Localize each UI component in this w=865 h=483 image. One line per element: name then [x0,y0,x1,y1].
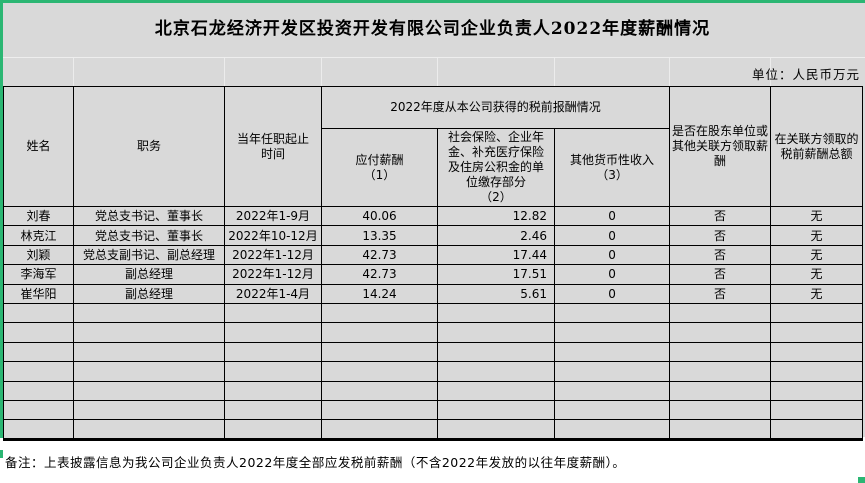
col-header-position: 职务 [73,86,225,207]
table-row: 林克江 党总支书记、董事长 2022年10-12月 13.35 2.46 0 否… [3,225,864,246]
cell-related-total: 无 [770,205,864,227]
cell-term: 2022年1-12月 [224,244,322,266]
cell-position: 党总支副书记、副总经理 [73,244,225,266]
salary-table: 姓名 职务 当年任职起止 时间 2022年度从本公司获得的税前报酬情况 是否在股… [3,86,864,441]
unit-label: 单位：人民币万元 [751,67,860,82]
empty-row [3,322,864,343]
cell-shareholder: 否 [669,225,772,246]
cell-insurance: 12.82 [437,205,555,227]
cell-payable: 14.24 [321,283,438,304]
cell-insurance: 5.61 [437,283,555,304]
col-header-name: 姓名 [3,86,74,207]
cell-term: 2022年10-12月 [224,225,322,246]
gridline-vertical [73,58,74,87]
cell-position: 党总支书记、董事长 [73,205,225,227]
cell-position: 副总经理 [73,283,225,304]
cell-payable: 40.06 [321,205,438,227]
gridline-vertical [224,58,225,87]
col-header-compensation-group: 2022年度从本公司获得的税前报酬情况 [320,86,671,129]
empty-row [3,380,864,401]
cell-other-income: 0 [553,264,671,285]
empty-row [3,302,864,324]
cell-shareholder: 否 [669,283,772,304]
gridline-vertical [321,58,322,87]
cell-position: 副总经理 [73,264,225,285]
col-header-related-total: 在关联方领取的税前薪酬总额 [770,86,864,207]
gridline-vertical [770,58,771,87]
cell-name: 刘春 [3,205,74,227]
col-header-insurance: 社会保险、企业年金、补充医疗保险及住房公积金的单位缴存部分 （2） [437,128,555,207]
empty-row [3,419,864,440]
table-row: 刘春 党总支书记、董事长 2022年1-9月 40.06 12.82 0 否 无 [3,205,864,227]
empty-row [3,361,864,382]
cell-related-total: 无 [770,283,864,304]
cell-payable: 42.73 [321,244,438,266]
col-header-shareholder-pay: 是否在股东单位或其他关联方领取薪酬 [669,86,772,207]
footnote: 备注：上表披露信息为我公司企业负责人2022年度全部应发税前薪酬（不含2022年… [5,455,626,470]
cell-related-total: 无 [770,264,864,285]
empty-row [3,341,864,363]
col-header-term: 当年任职起止 时间 [224,86,322,207]
capture-frame-left [0,0,3,438]
page-title: 北京石龙经济开发区投资开发有限公司企业负责人2022年度薪酬情况 [154,19,711,39]
cell-term: 2022年1-12月 [224,264,322,285]
cell-other-income: 0 [553,283,671,304]
capture-frame-corner-dot [858,477,865,483]
cell-related-total: 无 [770,244,864,266]
cell-position: 党总支书记、董事长 [73,225,225,246]
cell-insurance: 17.44 [437,244,555,266]
table-row: 刘颖 党总支副书记、副总经理 2022年1-12月 42.73 17.44 0 … [3,244,864,266]
cell-name: 刘颖 [3,244,74,266]
col-header-payable: 应付薪酬 （1） [321,128,438,207]
cell-other-income: 0 [553,244,671,266]
capture-frame-top [0,0,865,3]
cell-other-income: 0 [553,225,671,246]
empty-row [3,399,864,421]
cell-term: 2022年1-9月 [224,205,322,227]
cell-name: 崔华阳 [3,283,74,304]
table-row: 李海军 副总经理 2022年1-12月 42.73 17.51 0 否 无 [3,264,864,285]
cell-payable: 42.73 [321,264,438,285]
cell-shareholder: 否 [669,264,772,285]
cell-term: 2022年1-4月 [224,283,322,304]
cell-name: 林克江 [3,225,74,246]
cell-name: 李海军 [3,264,74,285]
cell-shareholder: 否 [669,205,772,227]
cell-insurance: 17.51 [437,264,555,285]
cell-shareholder: 否 [669,244,772,266]
capture-frame-left-dash [0,450,3,458]
gridline-horizontal [3,57,865,58]
gridline-vertical [554,58,555,87]
cell-insurance: 2.46 [437,225,555,246]
header-row-2: 应付薪酬 （1） 社会保险、企业年金、补充医疗保险及住房公积金的单位缴存部分 （… [4,128,863,207]
cell-payable: 13.35 [321,225,438,246]
gridline-vertical [669,58,670,87]
cell-related-total: 无 [770,225,864,246]
col-header-other-income: 其他货币性收入 （3） [553,128,671,207]
cell-other-income: 0 [553,205,671,227]
header-row-1: 姓名 职务 当年任职起止 时间 2022年度从本公司获得的税前报酬情况 是否在股… [3,86,864,207]
gridline-vertical [437,58,438,87]
table-row: 崔华阳 副总经理 2022年1-4月 14.24 5.61 0 否 无 [3,283,864,304]
